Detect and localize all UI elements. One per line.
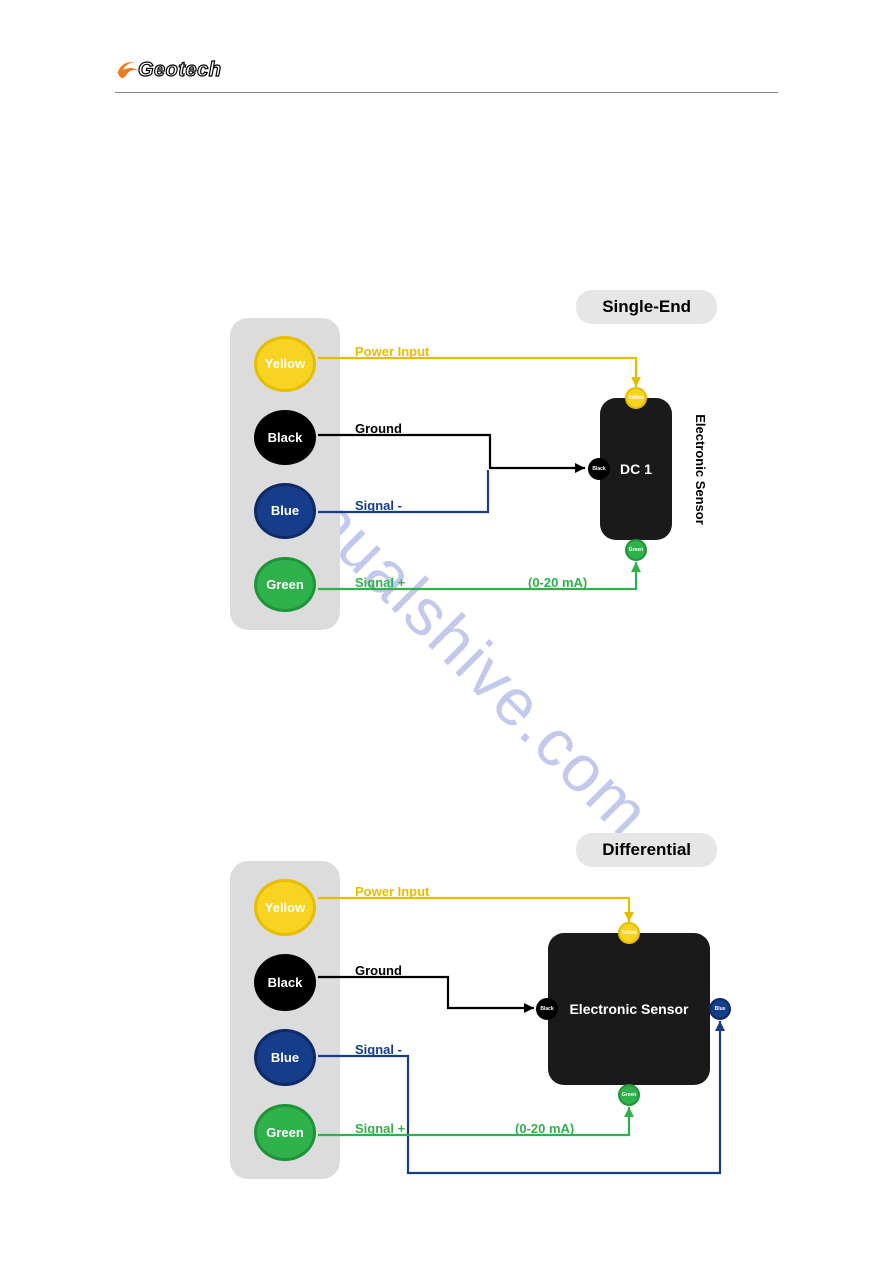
wire-label-sigplus: Signal +	[355, 575, 405, 590]
wire-label-range: (0-20 mA)	[528, 575, 587, 590]
sensor-box-electronic: Electronic Sensor	[548, 933, 710, 1085]
port-black: Black	[588, 458, 610, 480]
sensor-label: Electronic Sensor	[693, 414, 708, 525]
terminal-green: Green	[254, 557, 316, 613]
wire-label-ground: Ground	[355, 963, 402, 978]
diagram-single-end: Single-End GT-HR Multi-function Readout …	[230, 290, 725, 650]
port-green: Green	[625, 539, 647, 561]
readout-panel: Yellow Black Blue Green	[230, 318, 340, 630]
port-green: Green	[618, 1084, 640, 1106]
wire-label-range: (0-20 mA)	[515, 1121, 574, 1136]
sensor-box-dc1: DC 1	[600, 398, 672, 540]
port-yellow: Yellow	[625, 387, 647, 409]
wire-label-power: Power Input	[355, 884, 429, 899]
port-black: Black	[536, 998, 558, 1020]
wire-label-sigplus: Signal +	[355, 1121, 405, 1136]
mode-label-differential: Differential	[576, 833, 717, 867]
wire-label-sigminus: Signal -	[355, 498, 402, 513]
readout-panel: Yellow Black Blue Green	[230, 861, 340, 1179]
terminal-yellow: Yellow	[254, 336, 316, 392]
terminal-yellow: Yellow	[254, 879, 316, 936]
terminal-blue: Blue	[254, 1029, 316, 1086]
port-yellow: Yellow	[618, 922, 640, 944]
terminal-black: Black	[254, 410, 316, 466]
brand-text: Geotech	[138, 59, 222, 82]
port-blue: Blue	[709, 998, 731, 1020]
mode-label-single-end: Single-End	[576, 290, 717, 324]
terminal-black: Black	[254, 954, 316, 1011]
wire-label-sigminus: Signal -	[355, 1042, 402, 1057]
wire-label-power: Power Input	[355, 344, 429, 359]
diagram-differential: Differential GT-HR Multi-function Readou…	[230, 833, 725, 1203]
terminal-green: Green	[254, 1104, 316, 1161]
brand-logo: Geotech	[115, 55, 778, 85]
page-header: Geotech	[115, 55, 778, 93]
wire-label-ground: Ground	[355, 421, 402, 436]
terminal-blue: Blue	[254, 483, 316, 539]
